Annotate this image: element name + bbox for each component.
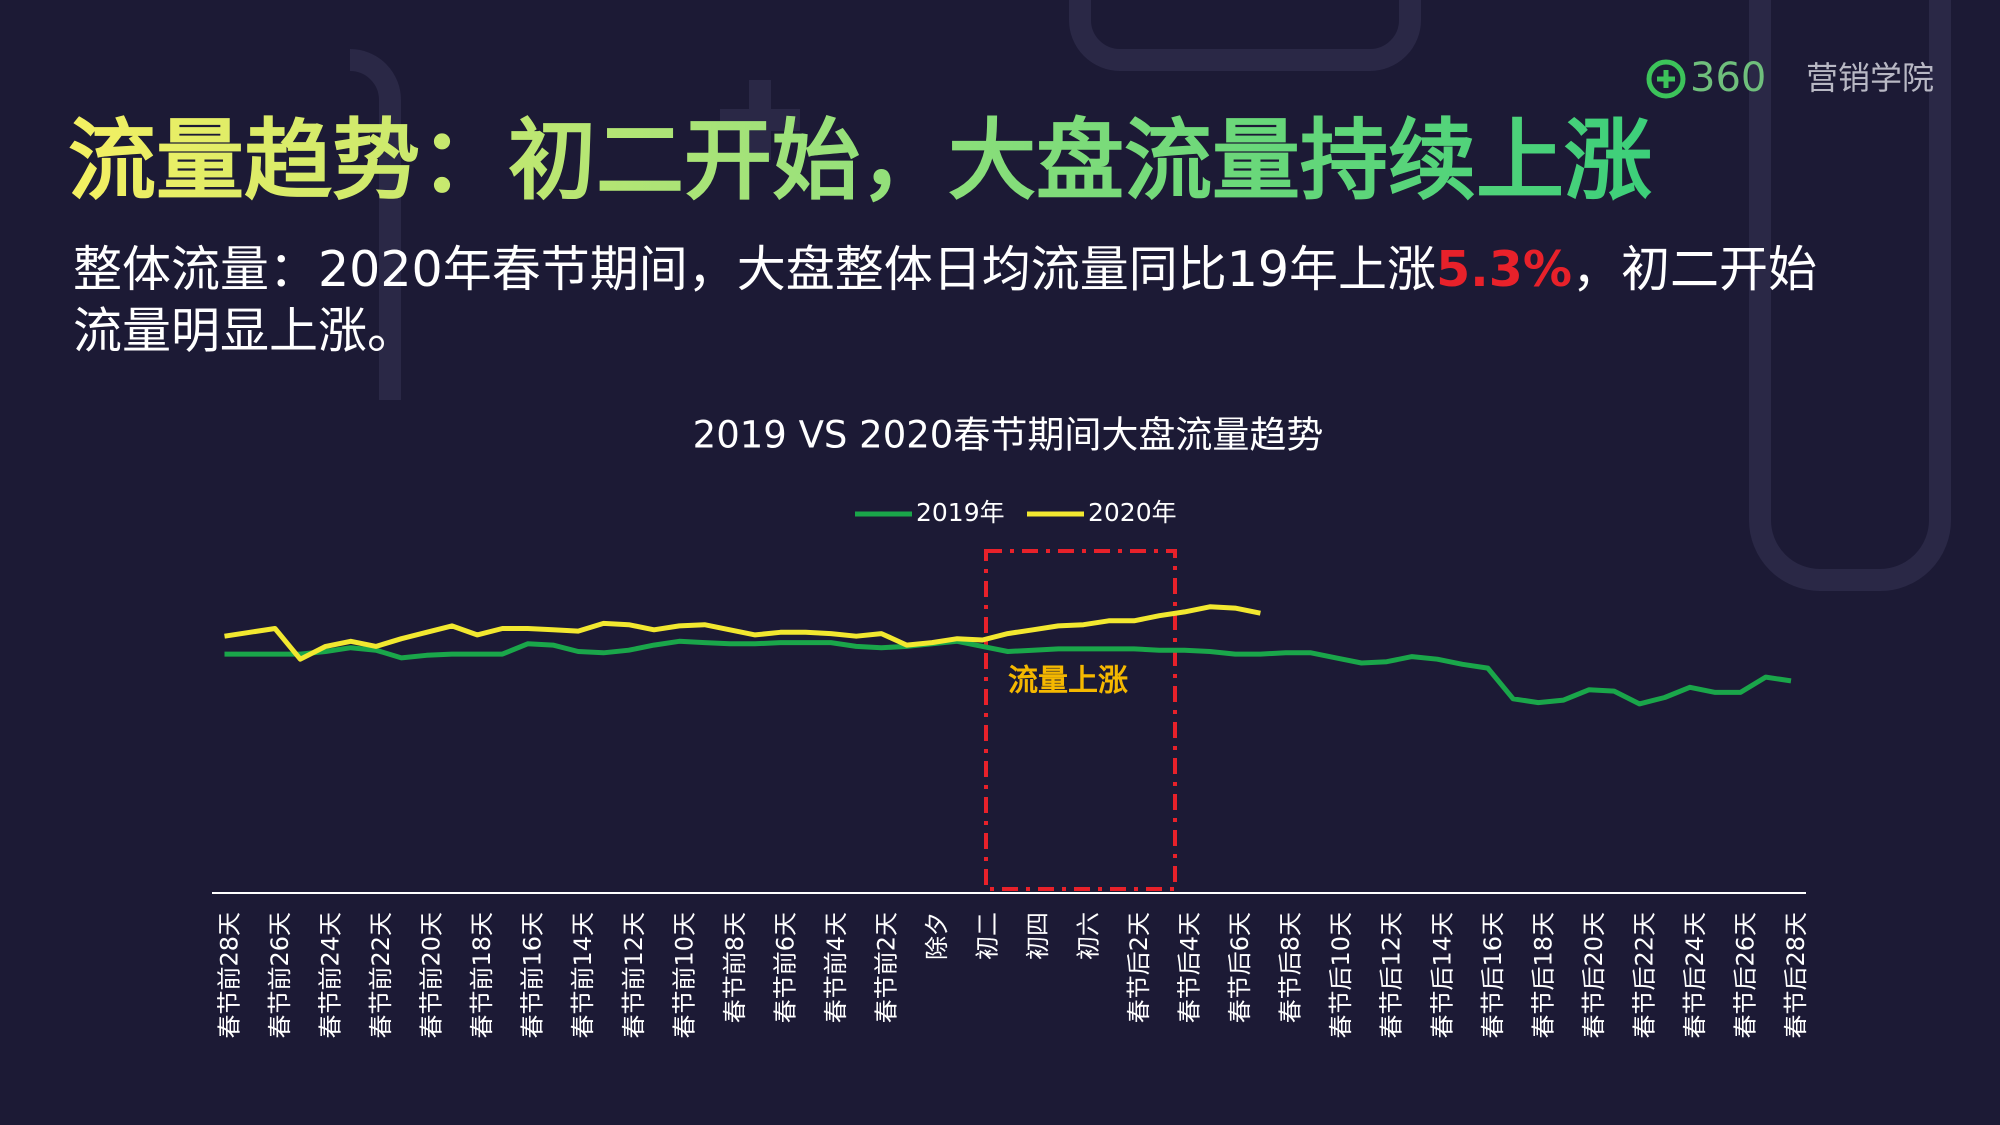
x-tick-label: 春节后8天 — [1277, 912, 1305, 1023]
subtitle-text: ，初二开始 — [1572, 241, 1817, 298]
x-tick-label: 春节前12天 — [620, 912, 648, 1039]
x-tick-label: 除夕 — [923, 912, 951, 960]
subtitle-highlight: 5.3% — [1436, 241, 1572, 298]
x-tick-label: 春节前22天 — [367, 912, 395, 1039]
x-tick-label: 春节后24天 — [1681, 912, 1709, 1039]
subtitle: 整体流量：2020年春节期间，大盘整体日均流量同比19年上涨5.3%，初二开始 — [73, 241, 1817, 298]
x-tick-label: 春节后20天 — [1580, 912, 1608, 1039]
annotation: 流量上涨 — [1008, 664, 1128, 699]
x-tick-label: 春节后16天 — [1479, 912, 1507, 1039]
x-tick-label: 春节后22天 — [1630, 912, 1658, 1039]
logo-name: 营销学院 — [1806, 59, 1934, 97]
x-tick-label: 春节后4天 — [1176, 912, 1204, 1023]
legend-label: 2020年 — [1088, 498, 1177, 527]
x-tick-label: 春节前16天 — [519, 912, 547, 1039]
x-tick-label: 春节前8天 — [721, 912, 749, 1023]
x-tick-label: 初六 — [1075, 912, 1103, 960]
logo-brand: 360 — [1690, 55, 1766, 101]
x-tick-label: 春节前20天 — [418, 912, 446, 1039]
logo-plus — [1657, 70, 1675, 88]
x-tick-label: 春节后10天 — [1327, 912, 1355, 1039]
series-line — [224, 638, 1792, 707]
x-tick-label: 春节前18天 — [468, 912, 496, 1039]
x-tick-label: 初四 — [1024, 912, 1052, 960]
x-tick-label: 春节前6天 — [771, 912, 799, 1023]
x-tick-label: 初二 — [973, 912, 1001, 960]
decoration — [349, 0, 1951, 591]
legend-label: 2019年 — [916, 498, 1005, 527]
x-tick-label: 春节后26天 — [1731, 912, 1759, 1039]
chart-title: 2019 VS 2020春节期间大盘流量趋势 — [693, 414, 1324, 457]
x-tick-label: 春节前10天 — [670, 912, 698, 1039]
x-tick-label: 春节后28天 — [1782, 912, 1810, 1039]
x-tick-label: 春节前24天 — [317, 912, 345, 1039]
x-tick-label: 春节前14天 — [569, 912, 597, 1039]
subtitle-line: 流量明显上涨。 — [73, 303, 416, 360]
series-line — [224, 604, 1261, 662]
x-tick-label: 春节后14天 — [1428, 912, 1456, 1039]
x-tick-label: 春节后12天 — [1378, 912, 1406, 1039]
subtitle-text: 整体流量：2020年春节期间，大盘整体日均流量同比19年上涨 — [73, 241, 1436, 298]
logo-icon — [1646, 59, 1686, 99]
x-tick-label: 春节后18天 — [1529, 912, 1557, 1039]
x-tick-label: 春节前2天 — [872, 912, 900, 1023]
x-tick-label: 春节前4天 — [822, 912, 850, 1023]
logo: 360 营销学院 — [1646, 55, 1934, 101]
x-tick-label: 春节前28天 — [216, 912, 244, 1039]
x-tick-label: 春节后6天 — [1226, 912, 1254, 1023]
slide-title: 流量趋势：初二开始，大盘流量持续上涨 — [68, 109, 1652, 212]
x-tick-label: 春节后2天 — [1125, 912, 1153, 1023]
highlight-box — [984, 549, 1177, 891]
x-tick-label: 春节前26天 — [266, 912, 294, 1039]
